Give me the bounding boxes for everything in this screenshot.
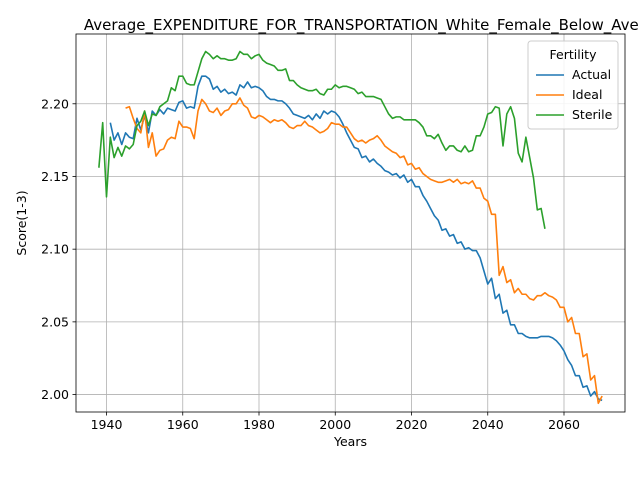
legend-label-actual: Actual [572, 67, 611, 82]
x-tick-label: 2060 [548, 417, 580, 432]
x-tick-label: 1980 [243, 417, 275, 432]
y-tick-label: 2.20 [41, 96, 69, 111]
y-tick-label: 2.15 [41, 169, 69, 184]
x-tick-label: 1960 [167, 417, 199, 432]
x-tick-label: 2000 [319, 417, 351, 432]
x-tick-label: 2040 [472, 417, 504, 432]
legend-title: Fertility [550, 47, 598, 62]
x-tick-label: 1940 [91, 417, 123, 432]
x-axis-label: Years [333, 434, 367, 449]
y-axis-label: Score(1-3) [14, 190, 29, 255]
legend-label-ideal: Ideal [572, 87, 602, 102]
legend-label-sterile: Sterile [572, 107, 613, 122]
y-tick-label: 2.10 [41, 242, 69, 257]
x-tick-label: 2020 [396, 417, 428, 432]
legend: Fertility Actual Ideal Sterile [528, 41, 618, 129]
y-tick-label: 2.00 [41, 387, 69, 402]
chart-title: Average_EXPENDITURE_FOR_TRANSPORTATION_W… [84, 16, 640, 35]
y-tick-label: 2.05 [41, 314, 69, 329]
